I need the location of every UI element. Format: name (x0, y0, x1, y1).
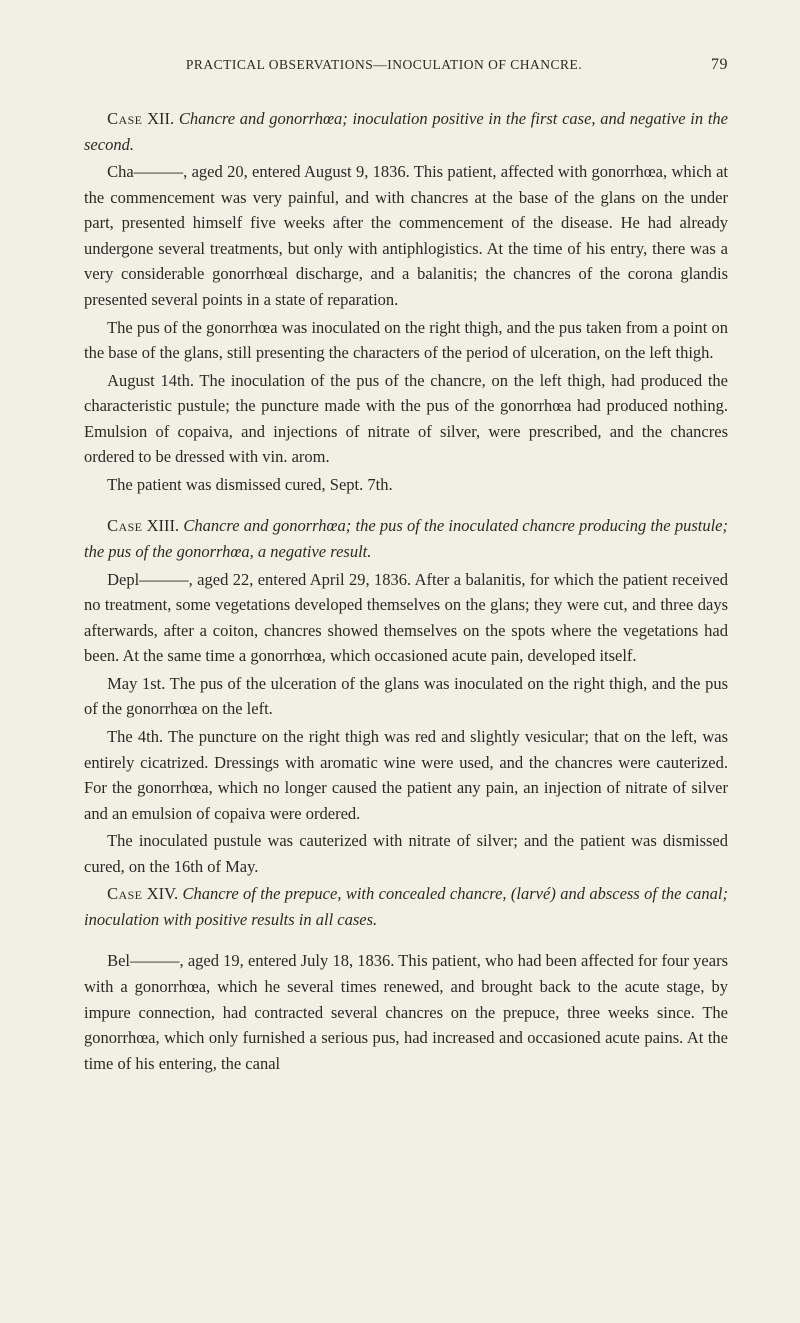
body-paragraph: The pus of the gonorrhœa was inoculated … (84, 315, 728, 366)
page-number: 79 (696, 56, 728, 74)
section-gap (84, 934, 728, 948)
running-title: PRACTICAL OBSERVATIONS—INOCULATION OF CH… (84, 57, 684, 73)
body-paragraph: Depl———, aged 22, entered April 29, 1836… (84, 567, 728, 669)
body-paragraph: The inoculated pustule was cauterized wi… (84, 828, 728, 879)
body-paragraph: Bel———, aged 19, entered July 18, 1836. … (84, 948, 728, 1076)
section-gap (84, 499, 728, 513)
body-paragraph: August 14th. The inoculation of the pus … (84, 368, 728, 470)
case-number: XII. (142, 109, 178, 128)
case-label: Case (107, 884, 142, 903)
body-paragraph: The patient was dismissed cured, Sept. 7… (84, 472, 728, 498)
case-number: XIII. (142, 516, 183, 535)
case-number: XIV. (142, 884, 182, 903)
case-label: Case (107, 109, 142, 128)
body-paragraph: Cha———, aged 20, entered August 9, 1836.… (84, 159, 728, 312)
case-title: Chancre and gonorrhœa; inoculation posit… (84, 109, 728, 154)
case-13-heading: Case XIII. Chancre and gonorrhœa; the pu… (84, 513, 728, 564)
page: PRACTICAL OBSERVATIONS—INOCULATION OF CH… (0, 0, 800, 1323)
case-label: Case (107, 516, 142, 535)
case-14-heading: Case XIV. Chancre of the prepuce, with c… (84, 881, 728, 932)
body-paragraph: May 1st. The pus of the ulceration of th… (84, 671, 728, 722)
body-paragraph: The 4th. The puncture on the right thigh… (84, 724, 728, 826)
case-12-heading: Case XII. Chancre and gonorrhœa; inocula… (84, 106, 728, 157)
running-head: PRACTICAL OBSERVATIONS—INOCULATION OF CH… (84, 56, 728, 74)
